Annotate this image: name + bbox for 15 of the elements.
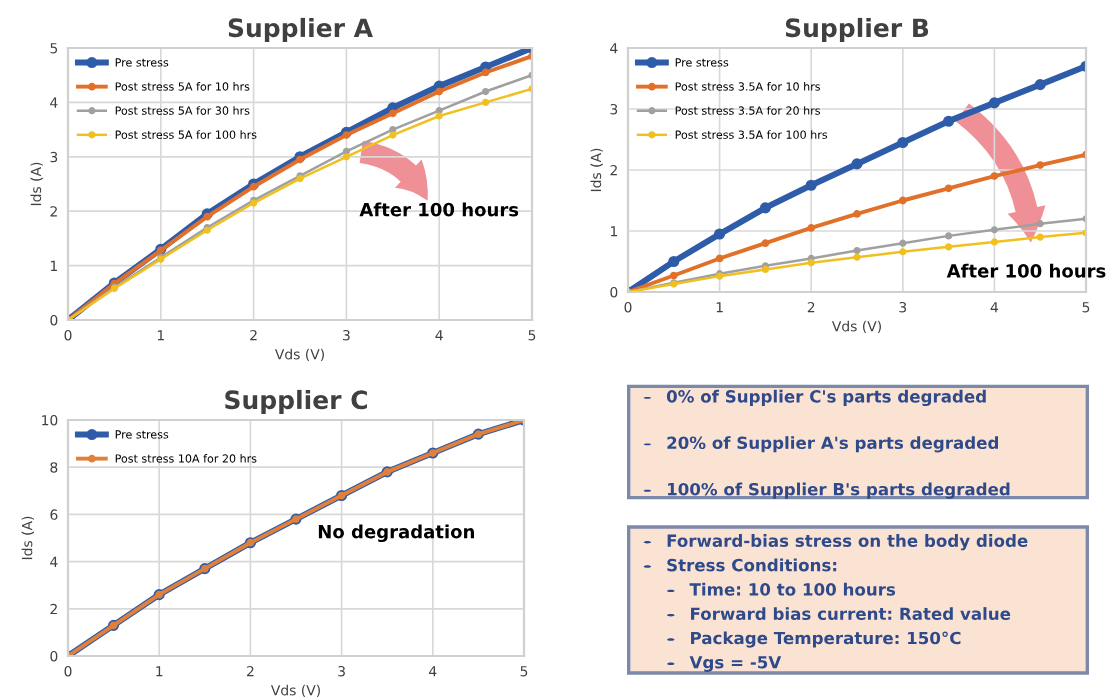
text: Package Temperature: 150°C <box>691 631 961 648</box>
annotation: After 100 hours <box>946 263 1106 278</box>
annotation: No degradation <box>318 524 474 543</box>
text: 100% of Supplier B's parts degraded <box>668 482 1010 499</box>
text: Forward-bias stress on the body diode <box>667 534 1028 551</box>
text: 0% of Supplier C's parts degraded <box>666 389 986 407</box>
text: 20% of Supplier A's parts degraded <box>667 436 999 453</box>
text: Time: 10 to 100 hours <box>689 582 896 596</box>
chart-title: Supplier C <box>225 389 367 415</box>
chart-title: Supplier A <box>228 17 373 43</box>
text: Stress Conditions: <box>667 558 837 572</box>
text: Forward bias current: Rated value <box>691 607 1011 621</box>
chart-title: Supplier B <box>785 17 929 43</box>
text: Vgs = -5V <box>689 656 782 672</box>
annotation: After 100 hours <box>359 202 519 217</box>
